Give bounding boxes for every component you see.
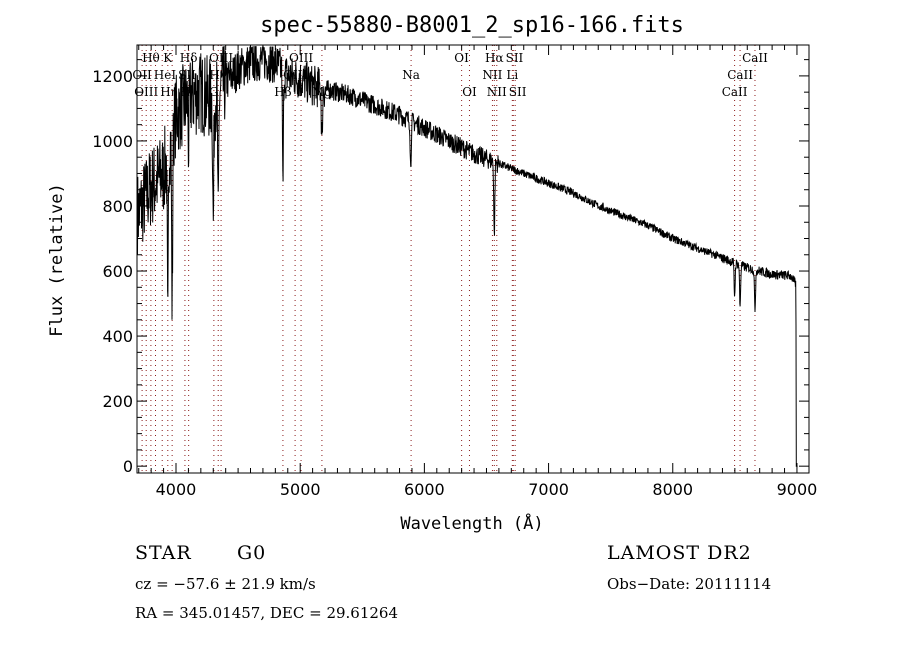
x-tick-label: 9000 [777, 480, 818, 499]
x-tick-label: 4000 [156, 480, 197, 499]
x-tick-label: 7000 [528, 480, 569, 499]
line-marker-label: OIII [289, 51, 313, 65]
line-marker-label: CaII [742, 51, 768, 65]
spectrum-line [137, 45, 798, 467]
line-marker-label: OIII [209, 51, 233, 65]
x-axis-label: Wavelength (Å) [400, 512, 543, 534]
line-marker-label: SII [506, 51, 524, 65]
line-marker-label: NII [482, 68, 502, 82]
line-marker-label: Na [402, 68, 420, 82]
line-marker-label: CaII [727, 68, 753, 82]
obs-date-text: Obs−Date: 20111114 [607, 575, 772, 593]
coordinates-text: RA = 345.01457, DEC = 29.61264 [135, 604, 399, 622]
line-marker-label: Hδ [180, 51, 198, 65]
y-tick-label: 1000 [92, 132, 133, 151]
line-marker-label: G [209, 85, 219, 99]
line-marker-label: HeI [154, 68, 177, 82]
line-marker-label: Li [506, 68, 518, 82]
line-marker-label: OII [132, 68, 152, 82]
redshift-text: cz = −57.6 ± 21.9 km/s [135, 575, 316, 593]
plot-frame [136, 44, 810, 474]
line-marker-label: Hα [485, 51, 504, 65]
y-axis-label: Flux (relative) [47, 183, 67, 337]
x-tick-label: 6000 [404, 480, 445, 499]
x-tick-label: 5000 [280, 480, 321, 499]
object-subclass: G0 [237, 542, 267, 564]
y-tick-label: 800 [102, 197, 133, 216]
line-marker-label: OIII [134, 85, 158, 99]
axis-ticks: 4000 5000 6000 7000 8000 9000 0 200 400 600 800 100… [92, 45, 817, 499]
x-tick-label: 8000 [652, 480, 693, 499]
y-tick-label: 0 [123, 457, 133, 476]
chart-title: spec-55880-B8001_2_sp16-166.fits [260, 13, 684, 38]
line-marker-label: CaII [722, 85, 748, 99]
y-tick-label: 200 [102, 392, 133, 411]
line-marker-label: Hθ [142, 51, 160, 65]
line-marker-label: Hη [160, 85, 178, 99]
line-marker-label: K [163, 51, 173, 65]
object-class: STAR [135, 542, 192, 564]
survey-name: LAMOST DR2 [607, 542, 752, 564]
line-marker-label: SII [509, 85, 527, 99]
y-tick-label: 400 [102, 327, 133, 346]
line-marker-label: Hβ [274, 85, 291, 99]
line-marker-label: OI [454, 51, 469, 65]
y-tick-label: 1200 [92, 67, 133, 86]
line-marker-label: NII [487, 85, 507, 99]
y-tick-label: 600 [102, 262, 133, 281]
line-marker-label: OI [462, 85, 477, 99]
